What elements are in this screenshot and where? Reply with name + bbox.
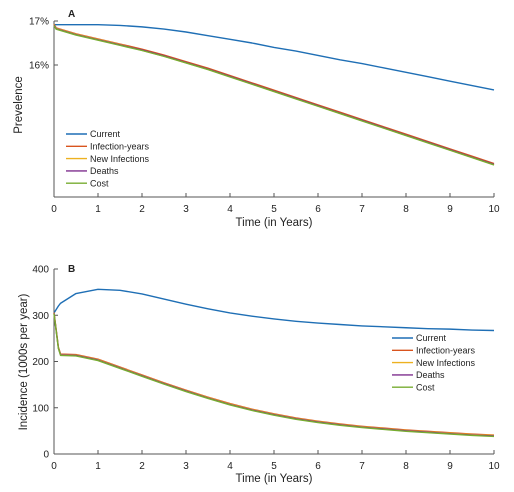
legend-label: Cost bbox=[90, 178, 109, 188]
x-tick-label: 0 bbox=[51, 461, 57, 472]
legend-label: Deaths bbox=[90, 166, 119, 176]
x-tick-label: 8 bbox=[403, 461, 409, 472]
y-tick-label: 400 bbox=[32, 265, 49, 276]
y-tick-label: 16% bbox=[29, 61, 49, 72]
x-tick-label: 6 bbox=[315, 204, 321, 215]
series-line-current bbox=[54, 23, 495, 91]
y-tick-label: 300 bbox=[32, 311, 49, 322]
legend-label: Current bbox=[90, 129, 121, 139]
legend-label: Infection-years bbox=[416, 346, 476, 356]
x-axis-title: Time (in Years) bbox=[236, 217, 313, 229]
panel-label: A bbox=[68, 9, 75, 20]
x-tick-label: 5 bbox=[271, 204, 277, 215]
legend: Current Infection-years New Infections Deat… bbox=[392, 333, 476, 392]
legend-label: Current bbox=[416, 333, 447, 343]
legend-label: New Infections bbox=[90, 154, 150, 164]
x-tick-label: 2 bbox=[139, 461, 145, 472]
series-line-cost bbox=[53, 313, 495, 438]
x-tick-label: 8 bbox=[403, 204, 409, 215]
x-tick-label: 9 bbox=[447, 461, 453, 472]
series-line-current bbox=[53, 288, 495, 332]
panel-label: B bbox=[68, 264, 75, 275]
legend-label: Infection-years bbox=[90, 142, 150, 152]
x-tick-label: 7 bbox=[359, 461, 365, 472]
x-tick-label: 4 bbox=[227, 204, 233, 215]
chart-panel-a: 0 1 2 3 4 5 6 7 8 9 10 16% 17% Time (in Years) Prevele… bbox=[13, 9, 500, 229]
y-tick-label: 17% bbox=[29, 17, 49, 28]
y-tick-label: 100 bbox=[32, 403, 49, 414]
x-tick-label: 1 bbox=[95, 204, 101, 215]
y-axis-title: Prevelence bbox=[13, 76, 25, 134]
legend: Current Infection-years New Infections Deat… bbox=[66, 129, 150, 188]
legend-label: Deaths bbox=[416, 370, 445, 380]
y-tick-label: 0 bbox=[43, 450, 49, 461]
x-tick-label: 2 bbox=[139, 204, 145, 215]
x-tick-label: 1 bbox=[95, 461, 101, 472]
legend-label: New Infections bbox=[416, 358, 476, 368]
x-tick-label: 3 bbox=[183, 204, 189, 215]
series-line-cost bbox=[53, 25, 495, 166]
x-tick-label: 9 bbox=[447, 204, 453, 215]
x-tick-label: 3 bbox=[183, 461, 189, 472]
x-tick-label: 7 bbox=[359, 204, 365, 215]
x-tick-label: 5 bbox=[271, 461, 277, 472]
x-tick-label: 10 bbox=[488, 204, 500, 215]
y-axis-title: Incidence (1000s per year) bbox=[18, 293, 30, 430]
y-tick-label: 200 bbox=[32, 357, 49, 368]
x-tick-label: 4 bbox=[227, 461, 233, 472]
x-axis-title: Time (in Years) bbox=[236, 473, 313, 485]
x-tick-label: 0 bbox=[51, 204, 57, 215]
x-tick-label: 10 bbox=[488, 461, 500, 472]
x-tick-label: 6 bbox=[315, 461, 321, 472]
legend-label: Cost bbox=[416, 382, 435, 392]
